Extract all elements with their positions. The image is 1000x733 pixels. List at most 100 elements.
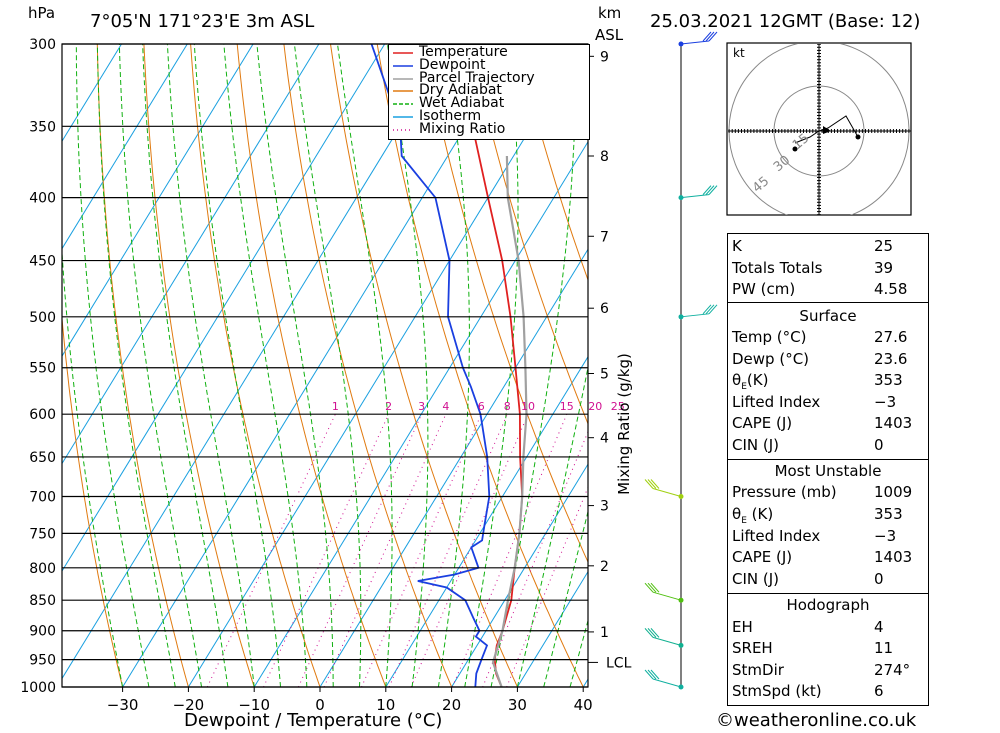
wind-barb [680, 185, 718, 199]
x-tick-label: −10 [238, 696, 270, 714]
isotherm [385, 355, 588, 687]
mixing-ratio-label: 6 [478, 400, 485, 413]
surface-cape-row: CAPE (J) 1403 [732, 414, 913, 432]
legend-item: Dry Adiabat [389, 82, 589, 99]
wind-barb [644, 479, 682, 497]
legend-label: Dry Adiabat [419, 82, 502, 99]
km-tick-label: 5 [600, 367, 609, 383]
legend-label: Dewpoint [419, 56, 486, 73]
legend-swatch [393, 52, 413, 54]
pressure-tick-label: 700 [29, 490, 56, 506]
storm-motion-marker [823, 126, 831, 134]
legend-swatch [393, 77, 413, 80]
hodograph-point [855, 134, 861, 140]
wind-barb [644, 582, 682, 601]
legend-label: Mixing Ratio [419, 120, 506, 137]
wet-adiabat [543, 509, 588, 687]
pressure-tick-label: 350 [29, 119, 56, 135]
pressure-tick-label: 650 [29, 450, 56, 466]
mixing-ratio-line [263, 413, 390, 687]
pressure-tick-label: 800 [29, 561, 56, 577]
pressure-tick-label: 400 [29, 191, 56, 207]
isotherm [516, 570, 588, 687]
legend-label: Parcel Trajectory [419, 69, 535, 86]
eh-row: EH 4 [732, 618, 884, 636]
dry-adiabat [62, 313, 124, 687]
km-tick-label: 7 [600, 229, 609, 245]
legend-label: Temperature [419, 44, 508, 60]
dry-adiabat [330, 44, 518, 687]
wet-adiabat [293, 44, 362, 687]
location-title: 7°05'N 171°23'E 3m ASL [90, 11, 315, 32]
legend-swatch [393, 103, 413, 105]
mixing-ratio-line [206, 413, 336, 687]
dry-adiabat [937, 44, 1000, 687]
mu-theta-row: θE (K) 353 [732, 505, 903, 526]
mixing-ratio-line [361, 413, 482, 687]
surface-theta-row: θE(K) 353 [732, 371, 903, 392]
mu-li-row: Lifted Index −3 [732, 527, 897, 545]
surface-cin-row: CIN (J) 0 [732, 436, 884, 454]
isotherm [253, 140, 588, 687]
x-tick-label: 0 [315, 696, 325, 714]
legend-label: Wet Adiabat [419, 95, 505, 112]
x-tick-label: 30 [508, 696, 527, 714]
legend-item: Wet Adiabat [389, 95, 589, 112]
legend-swatch [393, 116, 413, 118]
wet-adiabat [386, 44, 429, 687]
legend-item: Parcel Trajectory [389, 69, 589, 86]
legend-swatch [393, 128, 413, 131]
km-axis-label: km [598, 4, 622, 22]
legend: Temperature Dewpoint Parcel Trajectory Dry … [388, 44, 590, 140]
km-tick-label: 9 [600, 49, 609, 65]
hodograph-title: Hodograph [786, 596, 870, 614]
hpa-axis-label: hPa [28, 4, 56, 22]
x-axis-label: Dewpoint / Temperature (°C) [184, 710, 443, 731]
pressure-tick-label: 850 [29, 593, 56, 609]
mixing-ratio-label: 25 [611, 400, 625, 413]
mixing-ratio-label: 20 [588, 400, 602, 413]
k-index-row: K 25 [732, 237, 894, 255]
mixing-ratio-axis-label: Mixing Ratio (g/kg) [615, 353, 633, 495]
copyright-link[interactable]: ©weatheronline.co.uk [716, 710, 917, 731]
wet-adiabat [75, 44, 150, 687]
surface-title: Surface [799, 307, 857, 325]
stats-table: K 25 Totals Totals 39 PW (cm) 4.58 Surface … [727, 233, 929, 706]
most-unstable-title: Most Unstable [774, 462, 882, 480]
parcel-trajectory-line [491, 155, 528, 687]
mixing-ratio-label: 1 [332, 400, 339, 413]
sreh-row: SREH 11 [732, 639, 894, 657]
dewpoint-line [370, 44, 491, 687]
isotherm [451, 463, 588, 687]
surface-temp-row: Temp (°C) 27.6 [732, 328, 908, 346]
legend-swatch [393, 90, 413, 93]
pressure-tick-label: 1000 [20, 680, 56, 696]
legend-swatch [393, 64, 413, 67]
mixing-ratio-label: 3 [418, 400, 425, 413]
legend-item: Isotherm [389, 108, 589, 124]
km-tick-label: 3 [600, 499, 609, 515]
mixing-ratio-label: 2 [385, 400, 392, 413]
wet-adiabat [337, 44, 393, 687]
hodograph-plot [728, 44, 911, 215]
wet-adiabat [166, 44, 255, 687]
pressure-tick-label: 950 [29, 653, 56, 669]
mixing-ratio-label: 4 [442, 400, 449, 413]
km-tick-label: 4 [600, 431, 609, 447]
dry-adiabat [190, 44, 321, 687]
surface-dewp-row: Dewp (°C) 23.6 [732, 350, 908, 368]
legend-label: Isotherm [419, 108, 482, 124]
mu-cin-row: CIN (J) 0 [732, 570, 884, 588]
isotherm [62, 44, 386, 572]
isotherm [122, 44, 517, 687]
mixing-ratio-line [388, 413, 508, 687]
isotherm [62, 44, 188, 250]
totals-totals-row: Totals Totals 39 [732, 259, 894, 277]
x-tick-label: 40 [574, 696, 593, 714]
mu-pressure-row: Pressure (mb) 1009 [732, 483, 913, 501]
wind-barb [680, 31, 718, 45]
x-tick-label: 10 [376, 696, 395, 714]
plot-frame [61, 43, 589, 688]
isotherm [187, 44, 583, 687]
